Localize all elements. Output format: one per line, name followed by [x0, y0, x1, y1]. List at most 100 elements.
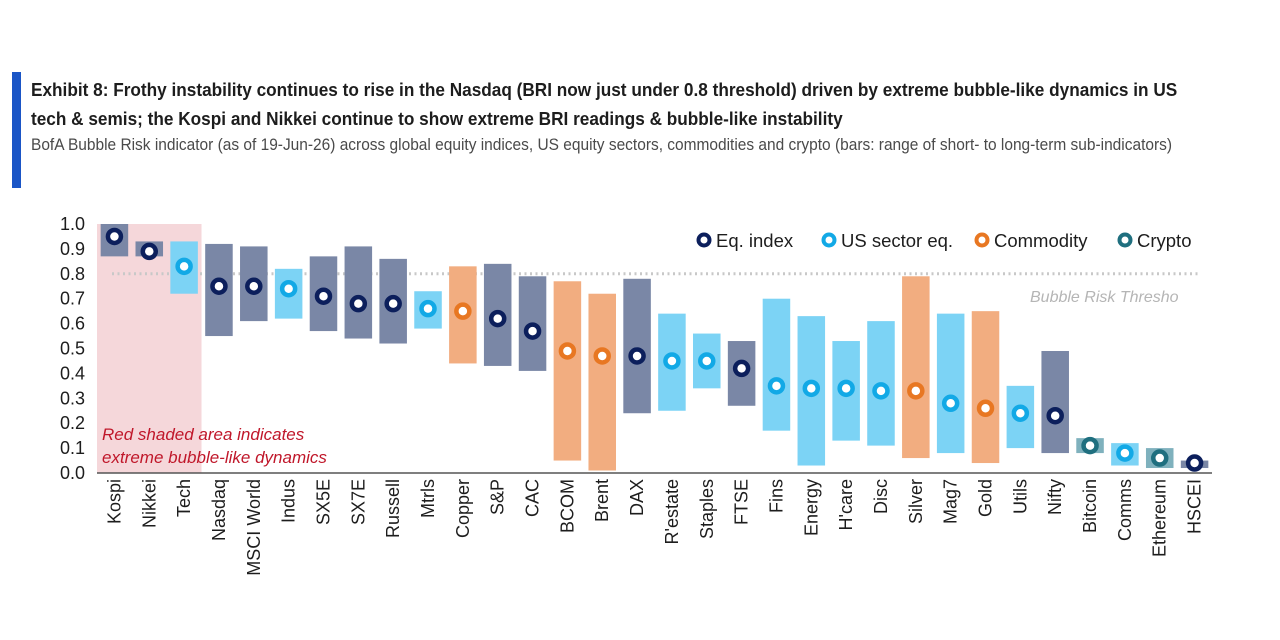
x-tick-label: MSCI World — [244, 479, 264, 576]
reading-marker-h-care — [837, 379, 855, 398]
x-tick-label: Ethereum — [1150, 479, 1170, 557]
legend-label-sector: US sector eq. — [841, 230, 953, 251]
x-tick-label: Energy — [801, 479, 821, 536]
range-bar-fins — [762, 298, 791, 431]
y-tick-label: 0.6 — [60, 314, 85, 334]
reading-marker-utils — [1011, 404, 1030, 422]
exhibit-subtitle: BofA Bubble Risk indicator (as of 19-Jun… — [31, 135, 1173, 154]
reading-marker-nikkei — [140, 242, 159, 261]
reading-marker-comms — [1116, 444, 1134, 462]
reading-marker-cac — [523, 322, 542, 340]
x-tick-label: HSCEI — [1185, 479, 1205, 534]
reading-marker-staples — [698, 352, 716, 370]
y-tick-label: 0.0 — [60, 463, 85, 483]
reading-marker-indus — [279, 279, 298, 298]
x-tick-label: Copper — [453, 479, 473, 538]
y-tick-label: 0.8 — [60, 264, 85, 284]
reading-marker-kospi — [105, 227, 124, 246]
reading-marker-msci-world — [245, 277, 263, 295]
reading-marker-mag7 — [941, 394, 960, 413]
x-tick-label: Nasdaq — [209, 479, 229, 541]
legend-marker-sector — [821, 232, 837, 248]
reading-marker-sx5e — [314, 287, 333, 305]
y-tick-label: 0.4 — [60, 363, 85, 383]
shaded-area-note-line1: Red shaded area indicates — [102, 425, 305, 444]
threshold-label: Bubble Risk Thresho — [1030, 289, 1179, 306]
legend-marker-commodity — [974, 232, 990, 248]
reading-marker-dax — [628, 347, 646, 365]
shaded-area-note-line2: extreme bubble-like dynamics — [102, 448, 327, 467]
reading-marker-brent — [593, 347, 611, 365]
y-tick-label: 0.2 — [60, 413, 85, 433]
x-tick-label: Nifty — [1045, 479, 1065, 515]
x-tick-label: DAX — [627, 479, 647, 516]
y-tick-label: 0.3 — [60, 388, 85, 408]
y-tick-label: 0.5 — [60, 339, 85, 359]
x-tick-label: SX5E — [313, 479, 333, 525]
reading-marker-silver — [907, 382, 925, 400]
y-tick-label: 0.1 — [60, 438, 85, 458]
x-tick-label: Fins — [766, 479, 786, 513]
x-tick-label: BCOM — [557, 479, 577, 533]
exhibit-accent-bar — [12, 72, 21, 188]
y-axis: 0.0 0.1 0.2 0.3 0.4 0.5 0.6 0.7 0.8 0.9 1.0 — [60, 214, 85, 483]
reading-marker-bcom — [558, 342, 577, 360]
reading-marker-nifty — [1046, 406, 1064, 425]
reading-marker-russell — [384, 294, 402, 313]
x-tick-label: CAC — [523, 479, 543, 517]
x-tick-label: Mtrls — [418, 479, 438, 518]
x-tick-label: Nikkei — [139, 479, 159, 528]
reading-marker-energy — [802, 379, 821, 398]
annotation-layer: Bubble Risk Thresho Red shaded area indic… — [102, 289, 1179, 467]
y-tick-label: 1.0 — [60, 214, 85, 234]
reading-marker-fins — [767, 377, 786, 395]
x-tick-label: H'care — [836, 479, 856, 530]
x-tick-label: Comms — [1115, 479, 1135, 541]
x-tick-label: Brent — [592, 479, 612, 522]
x-tick-label: R'estate — [662, 479, 682, 544]
reading-marker-sx7e — [349, 294, 368, 313]
reading-markers-layer — [105, 227, 1204, 472]
x-tick-label: Russell — [383, 479, 403, 538]
x-tick-label: Disc — [871, 479, 891, 514]
bubble-risk-chart: 0.0 0.1 0.2 0.3 0.4 0.5 0.6 0.7 0.8 0.9 1.0 Kospi N… — [60, 214, 1212, 576]
x-tick-label: Gold — [976, 479, 996, 517]
y-tick-label: 0.7 — [60, 289, 85, 309]
range-bar-bcom — [553, 281, 582, 461]
legend-marker-crypto — [1117, 232, 1133, 248]
exhibit-title: Exhibit 8: Frothy instability continues … — [31, 79, 1178, 129]
range-bar-dax — [623, 278, 651, 414]
x-tick-label: Silver — [906, 479, 926, 524]
reading-marker-mtrls — [419, 299, 437, 318]
reading-marker-tech — [175, 257, 193, 276]
x-tick-label: Utils — [1010, 479, 1030, 514]
legend: Eq. index US sector eq. Commodity Crypto — [696, 230, 1192, 251]
x-tick-label: Mag7 — [941, 479, 961, 524]
legend-marker-eq — [696, 232, 712, 248]
reading-marker-disc — [872, 382, 890, 400]
range-bar-silver — [902, 276, 930, 459]
reading-marker-copper — [454, 302, 472, 320]
x-tick-label: Kospi — [104, 479, 124, 524]
range-bar-brent — [588, 293, 616, 471]
range-bars-layer — [100, 224, 1209, 471]
x-tick-label: Staples — [697, 479, 717, 539]
range-bar-gold — [971, 311, 1000, 464]
legend-label-eq: Eq. index — [716, 230, 794, 251]
x-tick-label: Indus — [279, 479, 299, 523]
x-axis: Kospi Nikkei Tech Nasdaq MSCI World Indus SX5E… — [97, 472, 1212, 576]
reading-marker-bitcoin — [1081, 436, 1099, 455]
x-tick-label: S&P — [488, 479, 508, 515]
x-tick-label: FTSE — [732, 479, 752, 525]
range-bar-sx7e — [344, 246, 373, 339]
legend-label-crypto: Crypto — [1137, 230, 1192, 251]
reading-marker-ethereum — [1150, 449, 1169, 467]
range-bar-nifty — [1041, 350, 1069, 454]
x-tick-label: Bitcoin — [1080, 479, 1100, 533]
reading-marker-nasdaq — [210, 277, 228, 295]
y-tick-label: 0.9 — [60, 239, 85, 259]
reading-marker-s-p — [488, 309, 507, 328]
reading-marker-gold — [976, 399, 995, 418]
reading-marker-r-estate — [663, 352, 681, 370]
reading-marker-hscei — [1185, 454, 1204, 472]
